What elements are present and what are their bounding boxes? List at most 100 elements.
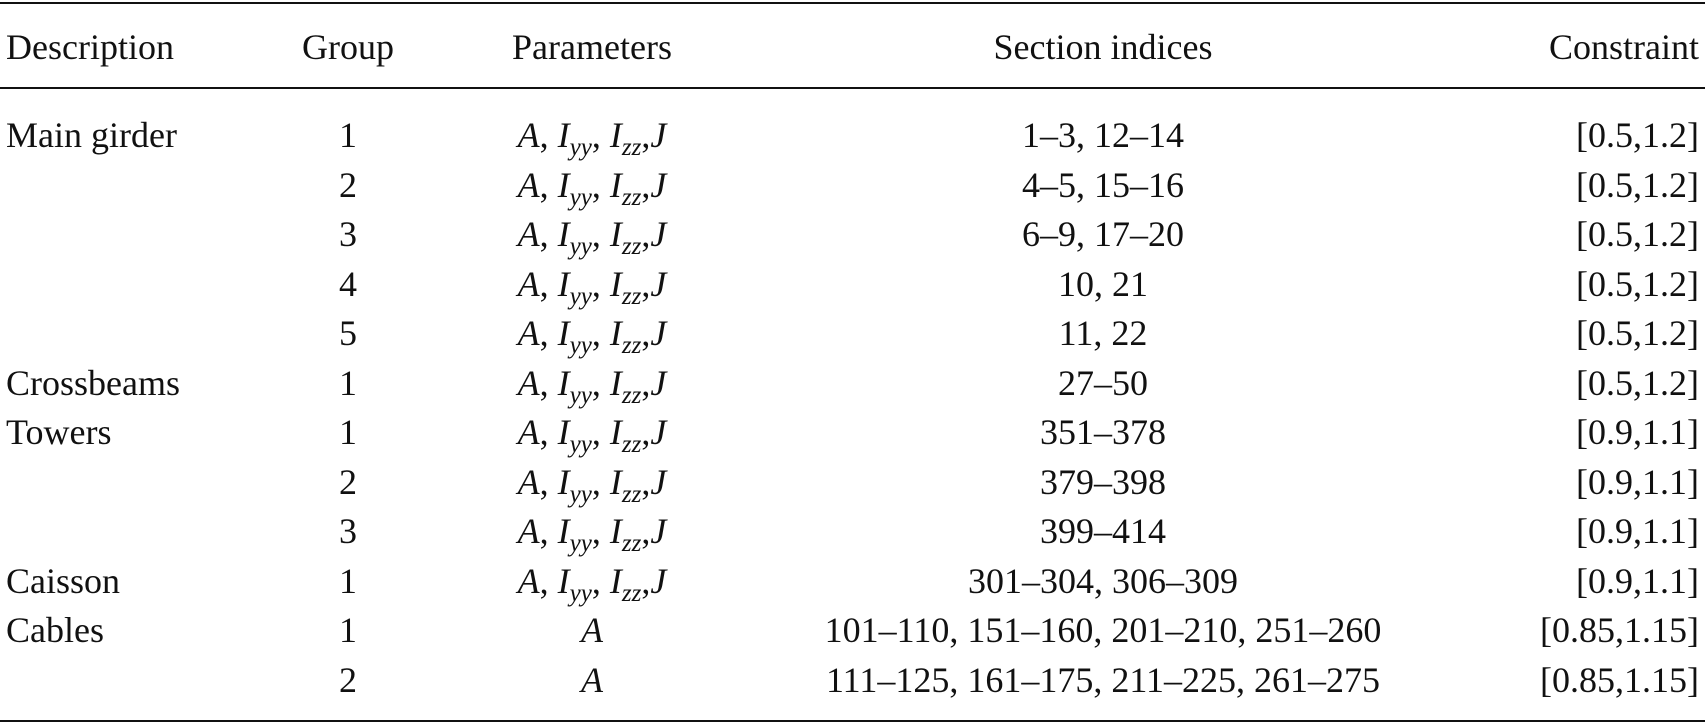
parameters-cell: A, Iyy, Izz,J <box>518 214 667 259</box>
sections-cell: 1–3, 12–14 <box>1022 115 1184 155</box>
parameter-symbol: J <box>650 511 667 551</box>
parameter: Iyy <box>557 115 592 160</box>
separator: , <box>591 560 610 601</box>
parameter-symbol: I <box>557 164 570 205</box>
parameter: Iyy <box>558 363 592 408</box>
parameter-subscript: zz <box>621 183 642 211</box>
column-header: Parameters <box>512 27 672 67</box>
parameters-cell: A, Iyy, Izz,J <box>518 115 667 160</box>
parameter-symbol: J <box>650 560 667 601</box>
parameter-symbol: I <box>609 164 622 205</box>
parameter-subscript: yy <box>569 183 592 211</box>
description-cell: Caisson <box>6 560 121 601</box>
parameter: J <box>650 214 666 254</box>
parameter-symbol: J <box>650 214 667 254</box>
parameter: Izz <box>610 511 641 556</box>
separator: , <box>591 412 610 452</box>
parameter: Izz <box>610 214 641 259</box>
group-cell: 5 <box>339 313 357 353</box>
parameters-cell: A, Iyy, Izz,J <box>518 164 667 210</box>
header-rule <box>0 87 1705 89</box>
separator: , <box>641 115 651 155</box>
column-header: Group <box>302 27 394 67</box>
group-cell: 2 <box>339 164 357 205</box>
column-header: Constraint <box>1549 27 1699 67</box>
parameter-subscript: yy <box>569 431 592 458</box>
parameter-symbol: J <box>650 115 667 155</box>
constraint-cell: [0.9,1.1] <box>1576 560 1699 601</box>
sections-cell: 10, 21 <box>1058 263 1148 304</box>
group-cell: 2 <box>339 461 357 502</box>
parameter-symbol: J <box>650 263 667 304</box>
sections-cell: 101–110, 151–160, 201–210, 251–260 <box>824 610 1382 650</box>
separator: , <box>539 313 558 353</box>
parameter-symbol: A <box>517 560 540 601</box>
separator: , <box>539 461 558 502</box>
parameter-subscript: zz <box>621 431 642 458</box>
parameter: A <box>518 165 540 205</box>
parameter-subscript: yy <box>569 134 592 161</box>
parameter-subscript: zz <box>621 282 642 310</box>
parameter: A <box>518 115 540 155</box>
separator: , <box>591 214 610 254</box>
parameter-symbol: I <box>557 263 570 304</box>
group-cell: 3 <box>339 214 357 254</box>
parameter: Iyy <box>557 461 592 507</box>
sections-cell: 301–304, 306–309 <box>968 560 1238 601</box>
separator: , <box>641 362 651 403</box>
parameter-subscript: zz <box>621 579 642 607</box>
constraint-cell: [0.85,1.15] <box>1540 659 1699 700</box>
parameter-symbol: I <box>557 115 570 155</box>
parameter: J <box>650 313 666 353</box>
sections-cell: 6–9, 17–20 <box>1022 214 1184 254</box>
sections-cell: 111–125, 161–175, 211–225, 261–275 <box>826 659 1380 700</box>
parameter: A <box>518 511 540 551</box>
group-cell: 1 <box>339 362 357 403</box>
parameter-symbol: A <box>581 610 603 650</box>
parameter: J <box>650 264 666 304</box>
parameter-symbol: A <box>517 511 540 551</box>
parameter-symbol: I <box>609 362 622 403</box>
parameter-subscript: yy <box>569 233 592 260</box>
separator: , <box>641 313 651 353</box>
column-header: Section indices <box>993 27 1213 67</box>
parameter-symbol: J <box>650 164 667 205</box>
constraint-cell: [0.85,1.15] <box>1540 610 1699 650</box>
parameter-subscript: zz <box>621 530 642 557</box>
separator: , <box>539 214 558 254</box>
parameter-symbol: A <box>517 412 540 452</box>
parameter-subscript: yy <box>569 480 592 508</box>
group-cell: 4 <box>339 263 357 304</box>
constraint-cell: [0.9,1.1] <box>1576 511 1699 551</box>
separator: , <box>591 164 610 205</box>
separator: , <box>539 115 558 155</box>
parameter: A <box>518 363 540 403</box>
parameter-symbol: I <box>557 461 570 502</box>
separator: , <box>641 560 651 601</box>
group-cell: 1 <box>339 115 357 155</box>
constraint-cell: [0.9,1.1] <box>1576 461 1699 502</box>
parameters-cell: A <box>581 610 603 650</box>
parameter-symbol: I <box>609 313 622 353</box>
parameter-symbol: I <box>557 313 570 353</box>
parameters-cell: A, Iyy, Izz,J <box>518 263 667 309</box>
constraint-cell: [0.5,1.2] <box>1576 313 1699 353</box>
parameters-cell: A, Iyy, Izz,J <box>517 560 667 606</box>
separator: , <box>539 263 558 304</box>
parameter-symbol: I <box>557 511 570 551</box>
parameter-subscript: zz <box>621 381 642 409</box>
parameters-cell: A, Iyy, Izz,J <box>518 461 667 507</box>
separator: , <box>641 263 651 304</box>
parameter: Iyy <box>557 313 592 358</box>
parameter: Izz <box>609 362 641 408</box>
parameter: Iyy <box>557 511 592 556</box>
sections-cell: 11, 22 <box>1058 313 1148 353</box>
column-header: Description <box>6 27 174 67</box>
parameters-cell: A, Iyy, Izz,J <box>518 362 667 408</box>
parameter-symbol: A <box>517 164 540 205</box>
parameter: A <box>518 412 540 452</box>
parameter-symbol: I <box>609 263 622 304</box>
description-cell: Cables <box>6 610 104 650</box>
parameter: Izz <box>610 412 641 457</box>
parameters-cell: A, Iyy, Izz,J <box>518 511 667 556</box>
